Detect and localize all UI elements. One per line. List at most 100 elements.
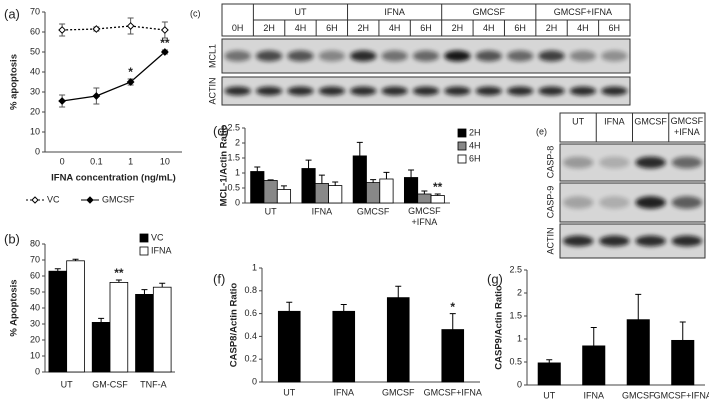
lane-label: 2H [357,23,369,33]
bar [314,183,329,204]
y-axis-label: CASP9/Actin Ratio [494,285,505,370]
legend-swatch [457,141,467,151]
blot-band [255,86,283,96]
error-bar [267,179,274,181]
error-bar [635,293,642,320]
legend-swatch [139,233,149,243]
marker [160,26,169,34]
panel-label: (d) [213,123,229,138]
y-tick-label: 0 [252,376,257,386]
x-tick-label: GM-CSF [92,379,128,389]
significance: ** [433,180,443,194]
bar [403,177,419,204]
error-bar [72,258,79,261]
marker [92,92,101,100]
lane-label: 6H [514,23,526,33]
y-axis-label: % apoptosis [9,54,20,110]
y-tick-label: 1 [517,333,522,343]
blot-band [506,86,534,96]
lane-label: 6H [326,23,338,33]
legend-label: 6H [469,153,481,163]
legend-label: VC [151,232,164,242]
x-tick-label: GMCSF+IFNA [424,387,482,397]
error-bar [590,327,597,346]
blot-band [562,156,594,169]
significance: ** [114,266,124,280]
group-label: GMCSF [473,7,506,17]
blot-band [538,86,565,96]
y-tick-label: 0.4 [244,331,257,341]
lane-label: 0H [232,23,244,33]
error-bar [340,303,347,312]
y-tick-label: 2 [517,287,522,297]
lane-label: 4H [483,23,495,33]
error-bar [254,166,261,172]
row-label: ACTIN [545,228,555,255]
error-bar [141,289,148,295]
y-tick-label: 40 [30,66,40,76]
bar [537,362,561,386]
panel-label: (a) [4,6,20,21]
y-axis-label: CASP8/Actin Ratio [229,283,240,368]
x-tick-label: IFNA [312,206,333,216]
y-tick-label: 50 [30,46,40,56]
blot-band [412,50,440,62]
legend-swatch [457,154,467,164]
blot-band [224,50,251,62]
bar [263,180,278,204]
bar [386,297,410,383]
y-tick-label: 1 [235,167,240,177]
bar [91,321,111,373]
error-bar [286,301,293,312]
panel-label: (g) [487,271,503,286]
bar [582,345,606,386]
y-tick-label: 0.2 [244,354,257,364]
y-tick-label: 1.5 [509,310,522,320]
marker [58,26,67,34]
marker [126,78,135,86]
bar [152,286,172,373]
panel-label: (e) [536,126,547,136]
y-tick-label: 0 [35,146,40,156]
error-bar [370,179,377,183]
lane-label: IFNA [604,116,625,126]
x-tick-label: 0 [60,156,65,166]
bar [277,310,301,383]
blot-band [601,50,628,62]
blot-band [635,156,666,169]
marker [126,22,135,30]
error-bar [318,174,325,184]
bar [66,260,85,373]
error-bar [305,159,312,169]
y-tick-label: 0.6 [244,308,257,318]
x-tick-label: 10 [160,156,170,166]
error-bar [679,321,686,341]
error-bar [408,169,415,178]
legend-label: IFNA [151,245,172,255]
legend-label: VC [47,194,60,204]
y-tick-label: 0 [517,379,522,389]
y-tick-label: 10 [30,126,40,136]
y-tick-label: 40 [30,302,40,312]
blot-band [569,86,597,96]
bar [352,155,367,204]
panel-label: (f) [213,271,225,286]
blot-band [350,50,377,62]
blot-band [506,50,534,62]
bar [366,182,381,204]
significance: ** [160,36,170,50]
significance: * [450,300,455,314]
blot-band [287,86,314,96]
legend-marker [86,196,94,204]
blot-band [635,196,666,209]
bar [276,189,292,204]
bar [417,193,432,204]
group-label: GMCSF+IFNA [554,7,612,17]
error-bar [98,317,105,323]
blot-band [538,50,565,62]
y-tick-label: 70 [30,6,40,16]
blot-band [444,86,471,96]
y-tick-label: 0.5 [509,356,522,366]
panel-label: (b) [4,231,20,246]
